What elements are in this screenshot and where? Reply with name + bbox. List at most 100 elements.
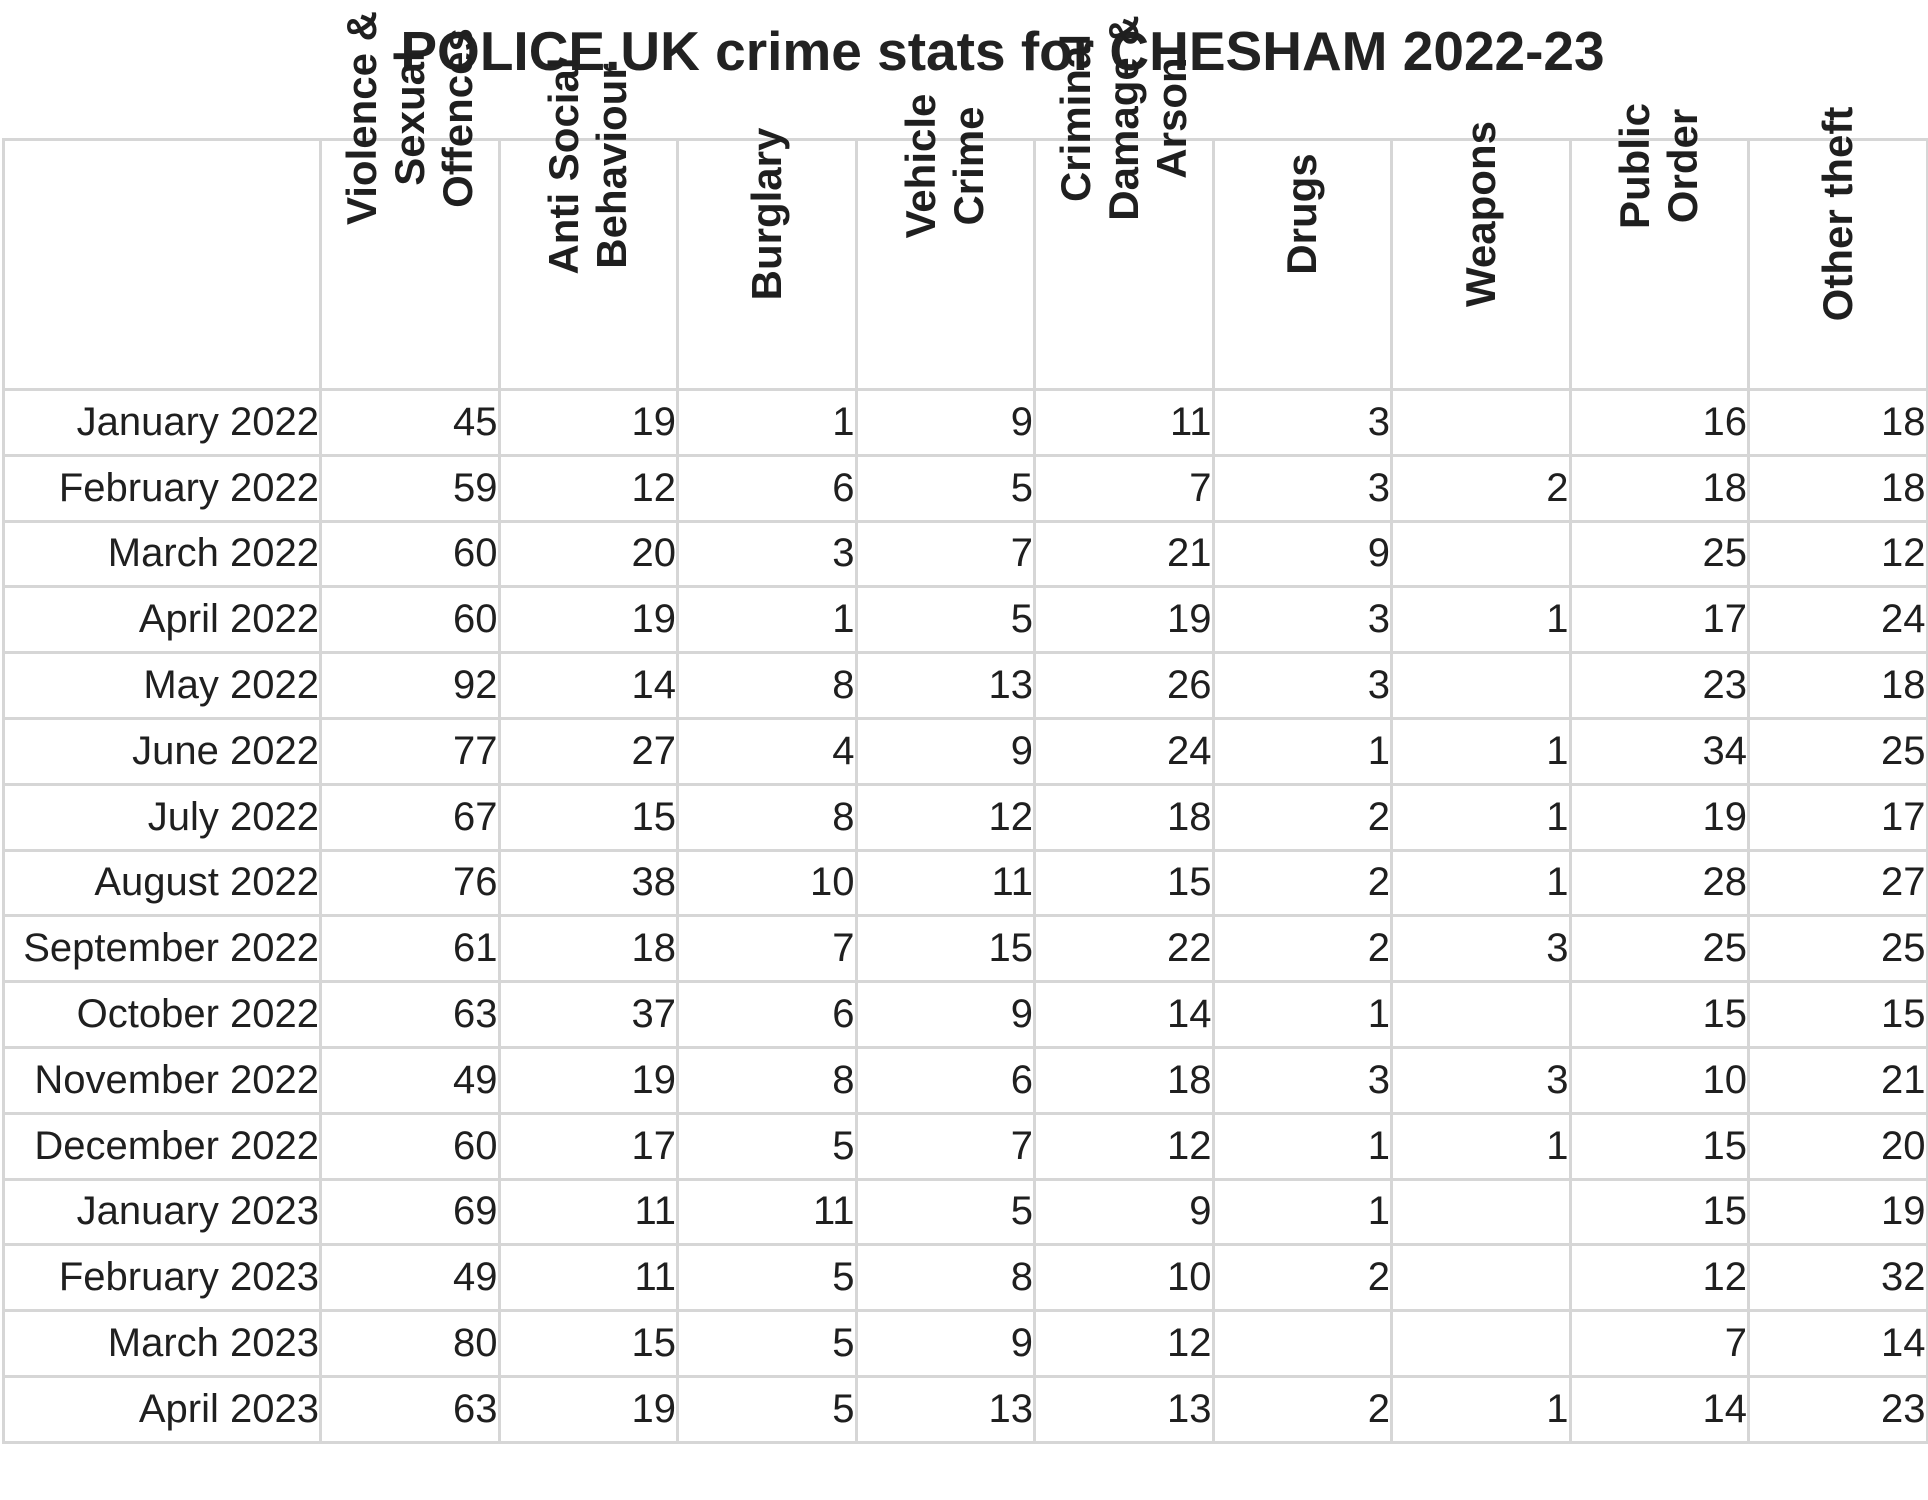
- table-cell: 9: [854, 980, 1036, 1049]
- table-cell: 16: [1568, 388, 1750, 457]
- table-cell: 19: [497, 1374, 679, 1444]
- table-cell: 15: [497, 782, 679, 852]
- table-cell: 3: [1390, 1045, 1572, 1115]
- table-cell: 8: [676, 782, 858, 852]
- table-cell: 5: [854, 453, 1036, 523]
- table-cell: 18: [1033, 1045, 1215, 1115]
- table-cell: 1: [676, 388, 858, 457]
- table-cell: 2: [1211, 914, 1393, 984]
- table-cell: 67: [319, 782, 501, 852]
- column-header: Burglary: [676, 128, 858, 391]
- table-cell: 19: [497, 388, 679, 457]
- table-cell: 12: [497, 453, 679, 523]
- table-row: September 2022 61 18 7 15 22 2 3 25 25: [2, 914, 1928, 984]
- table-cell: 12: [854, 782, 1036, 852]
- column-header: Criminal Damage & Arson: [1033, 15, 1215, 391]
- row-label: August 2022: [2, 848, 322, 918]
- table-cell: 3: [1211, 1045, 1393, 1115]
- table-cell: 2: [1211, 782, 1393, 852]
- table-cell: 14: [1747, 1309, 1928, 1378]
- table-cell: 49: [319, 1243, 501, 1313]
- table-cell: 60: [319, 1111, 501, 1181]
- table-cell: 80: [319, 1309, 501, 1378]
- table-cell: 3: [676, 519, 858, 589]
- table-cell: 2: [1211, 1243, 1393, 1313]
- table-cell: [1390, 1309, 1572, 1378]
- table-row: May 2022 92 14 8 13 26 3 23 18: [2, 651, 1928, 720]
- table-cell: 3: [1211, 453, 1393, 523]
- table-cell: 32: [1747, 1243, 1928, 1313]
- row-label: April 2023: [2, 1374, 322, 1444]
- table-cell: 14: [1568, 1374, 1750, 1444]
- column-header-label: Drugs: [1278, 153, 1326, 275]
- table-cell: 15: [1747, 980, 1928, 1049]
- table-cell: 20: [497, 519, 679, 589]
- column-header: Other theft: [1747, 107, 1928, 391]
- column-header: Violence & Sexual Offences: [319, 11, 501, 391]
- table-cell: 7: [854, 1111, 1036, 1181]
- table-cell: 60: [319, 585, 501, 655]
- column-header-label: Violence & Sexual Offences: [337, 11, 481, 225]
- table-cell: 9: [854, 1309, 1036, 1378]
- table-cell: 7: [854, 519, 1036, 589]
- row-label: July 2022: [2, 782, 322, 852]
- header-row: Violence & Sexual Offences Anti Social Be…: [2, 11, 1928, 391]
- column-header: Weapons: [1390, 121, 1572, 391]
- table-cell: 15: [1568, 980, 1750, 1049]
- table-cell: 19: [1747, 1177, 1928, 1247]
- table-cell: 1: [1211, 716, 1393, 786]
- table-cell: 18: [1568, 453, 1750, 523]
- table-cell: 24: [1033, 716, 1215, 786]
- table-cell: 19: [1568, 782, 1750, 852]
- table-cell: 19: [497, 585, 679, 655]
- row-label: January 2022: [2, 388, 322, 457]
- table-row: August 2022 76 38 10 11 15 2 1 28 27: [2, 848, 1928, 918]
- table-cell: 1: [676, 585, 858, 655]
- table-cell: 15: [1568, 1177, 1750, 1247]
- table-cell: 21: [1033, 519, 1215, 589]
- table-cell: 59: [319, 453, 501, 523]
- table-cell: 11: [497, 1177, 679, 1247]
- table-cell: 12: [1568, 1243, 1750, 1313]
- table-cell: 4: [676, 716, 858, 786]
- table-cell: 11: [497, 1243, 679, 1313]
- column-header-label: Other theft: [1813, 106, 1861, 322]
- table-title: POLICE.UK crime stats for CHESHAM 2022-2…: [400, 20, 1605, 82]
- table-cell: 6: [676, 980, 858, 1049]
- table-row: April 2023 63 19 5 13 13 2 1 14 23: [2, 1374, 1928, 1444]
- row-label: April 2022: [2, 585, 322, 655]
- table-cell: 18: [1747, 453, 1928, 523]
- table-cell: 9: [854, 388, 1036, 457]
- table-cell: 34: [1568, 716, 1750, 786]
- row-label: February 2023: [2, 1243, 322, 1313]
- table-cell: 6: [676, 453, 858, 523]
- table-cell: 5: [854, 1177, 1036, 1247]
- table-cell: 3: [1211, 388, 1393, 457]
- table-cell: 2: [1211, 848, 1393, 918]
- table-cell: 38: [497, 848, 679, 918]
- table-cell: [1390, 980, 1572, 1049]
- table-cell: [1390, 651, 1572, 720]
- table-cell: 12: [1747, 519, 1928, 589]
- table-cell: 3: [1390, 914, 1572, 984]
- table-cell: 1: [1390, 1374, 1572, 1444]
- table-cell: 19: [1033, 585, 1215, 655]
- table-cell: 3: [1211, 585, 1393, 655]
- row-label: February 2022: [2, 453, 322, 523]
- table-cell: 12: [1033, 1111, 1215, 1181]
- table-cell: 1: [1211, 980, 1393, 1049]
- header-corner-cell: [2, 138, 322, 391]
- row-label: December 2022: [2, 1111, 322, 1181]
- row-label: September 2022: [2, 914, 322, 984]
- table-cell: 26: [1033, 651, 1215, 720]
- column-header-label: Vehicle Crime: [897, 93, 993, 239]
- row-label: June 2022: [2, 716, 322, 786]
- table-cell: 69: [319, 1177, 501, 1247]
- table-cell: 23: [1747, 1374, 1928, 1444]
- row-label: May 2022: [2, 651, 322, 720]
- table-cell: 60: [319, 519, 501, 589]
- row-label: March 2023: [2, 1309, 322, 1378]
- table-cell: 17: [1747, 782, 1928, 852]
- table-cell: 18: [1747, 388, 1928, 457]
- table-cell: 8: [854, 1243, 1036, 1313]
